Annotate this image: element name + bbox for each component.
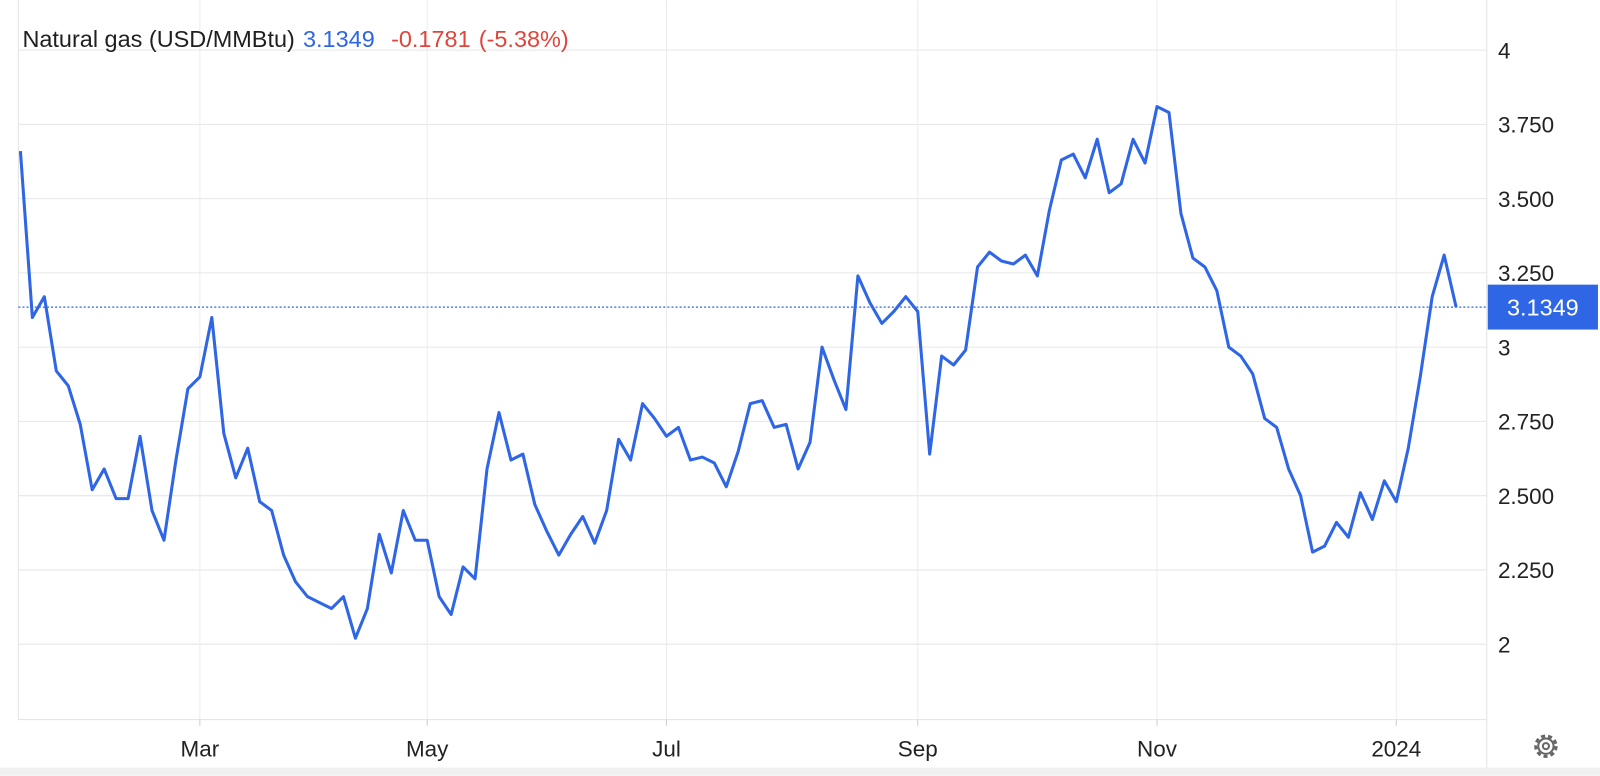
y-tick-label: 2	[1498, 632, 1510, 657]
chart-title: Natural gas (USD/MMBtu)	[22, 26, 294, 52]
last-price: 3.1349	[303, 26, 375, 52]
change: -0.1781	[391, 26, 471, 52]
y-tick-label: 3.250	[1498, 261, 1554, 286]
grid: 2 2.250 2.500 2.750 3 3.250 3.500 3.750 4 Mar May J…	[18, 0, 1554, 761]
x-tick-label: 2024	[1371, 736, 1421, 761]
x-tick-label: May	[406, 736, 449, 761]
gear-hub	[1541, 742, 1550, 751]
x-tick-label: Sep	[898, 736, 938, 761]
y-tick-label: 3.500	[1498, 187, 1554, 212]
x-tick-label: Jul	[652, 736, 681, 761]
plot: 3.1349	[18, 105, 1598, 640]
y-tick-label: 2.250	[1498, 558, 1554, 583]
last-price-badge-label: 3.1349	[1507, 294, 1579, 320]
last-price-badge	[1487, 284, 1598, 330]
gear-teeth	[1534, 734, 1558, 758]
bottom-strip	[0, 767, 1600, 776]
x-tick-label: Nov	[1137, 736, 1178, 761]
y-tick-label: 2.750	[1498, 410, 1554, 435]
y-tick-label: 3	[1498, 335, 1510, 360]
change-percent: (-5.38%)	[479, 26, 569, 52]
price-line	[18, 105, 1458, 640]
gear-body	[1537, 737, 1555, 755]
y-tick-label: 4	[1498, 38, 1510, 63]
settings-icon[interactable]	[1534, 734, 1558, 758]
y-tick-label: 2.500	[1498, 484, 1554, 509]
y-tick-label: 3.750	[1498, 113, 1554, 138]
x-tick-label: Mar	[181, 736, 220, 761]
header: Natural gas (USD/MMBtu) 3.1349 -0.1781 (-5.…	[22, 26, 568, 52]
